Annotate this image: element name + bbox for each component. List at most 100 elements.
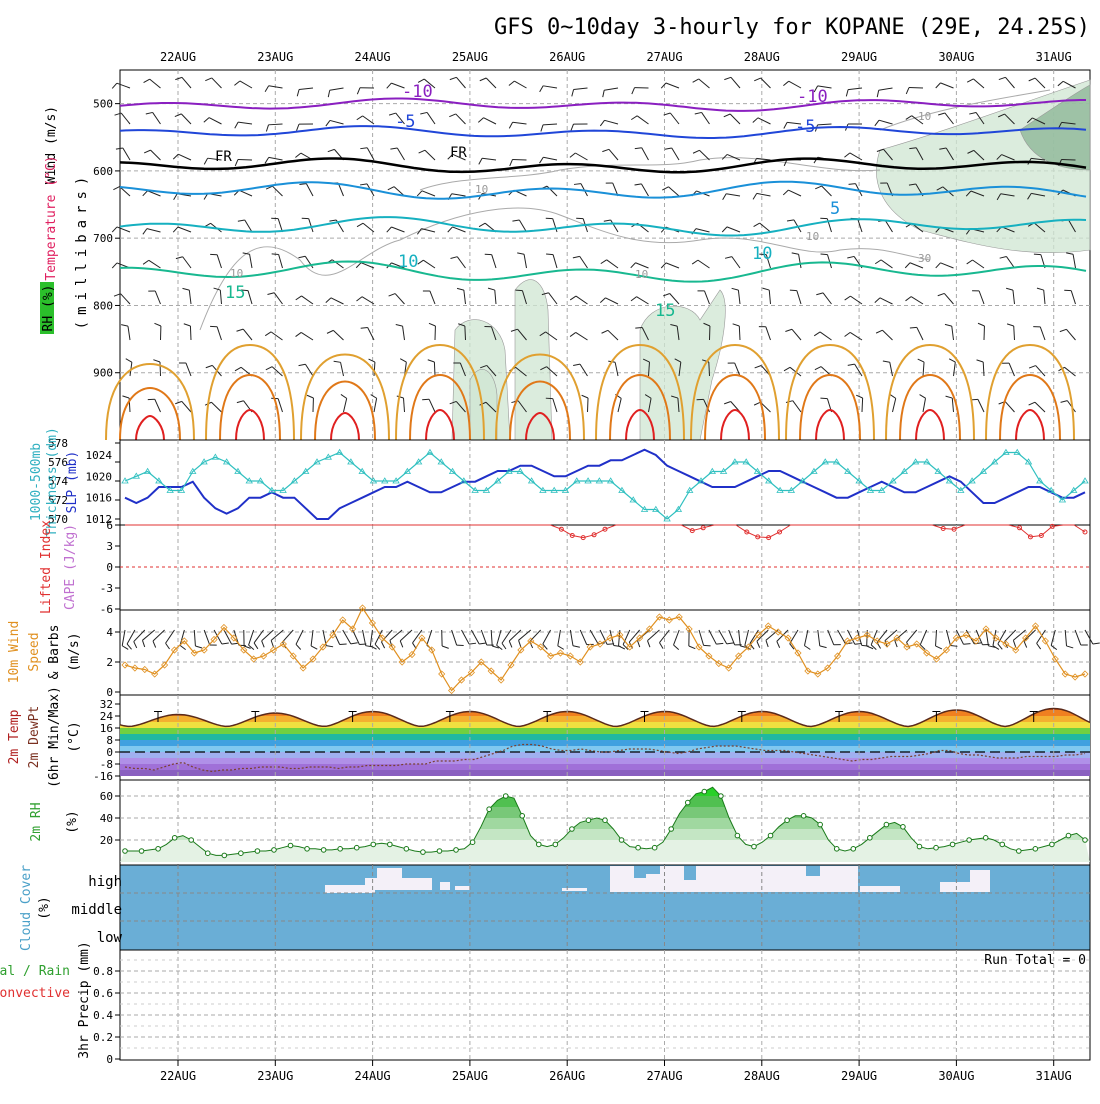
date-label-bottom: 24AUG <box>355 1069 391 1083</box>
label-slp: SLP (mb) <box>65 451 80 514</box>
rh-point <box>735 833 740 838</box>
rh-point <box>636 845 641 850</box>
temp-band <box>120 752 1090 758</box>
label-barbs: & Barbs <box>47 625 62 680</box>
upper-wind-barb-flag <box>113 187 119 190</box>
date-label-top: 30AUG <box>938 50 974 64</box>
rh-point <box>255 849 260 854</box>
label-10m-wind: 10m Wind <box>7 621 22 684</box>
rh-point <box>553 842 558 847</box>
upper-wind-barb-flag <box>910 327 917 328</box>
cloud-clear-block <box>696 866 806 892</box>
label-thickness-a: 1000-500mb <box>29 443 44 521</box>
label-p10-a: 10 <box>398 252 418 272</box>
label-millibars: (millibars) <box>74 171 90 330</box>
rh-point <box>1033 847 1038 852</box>
tick-label: 600 <box>93 165 113 178</box>
label-2m-dewpt: 2m DewPt <box>27 706 42 769</box>
rh-point <box>371 842 376 847</box>
label-fr-b: FR <box>450 145 467 161</box>
wind-tick-label: 4 <box>106 626 113 639</box>
cloud-clear-block <box>365 878 377 890</box>
label-rh10-a: 10 <box>475 183 488 196</box>
run-total: Run Total = 0 <box>984 953 1086 968</box>
label-temperature: Temperature (°C) <box>44 155 59 280</box>
label-low: low <box>97 930 123 946</box>
rh-tick-label: 60 <box>100 790 113 803</box>
rh-point <box>834 847 839 852</box>
upper-wind-barb-flag <box>820 398 827 399</box>
rh-tick-label: 20 <box>100 834 113 847</box>
label-rh: RH (%) <box>41 285 56 332</box>
upper-wind-barb-flag <box>546 254 553 255</box>
upper-wind-barb <box>434 362 435 376</box>
upper-wind-barb <box>513 159 527 160</box>
rh-point <box>139 849 144 854</box>
date-label-top: 22AUG <box>160 50 196 64</box>
label-rh10-d: 10 <box>918 110 931 123</box>
tick-label: 500 <box>93 98 113 111</box>
li-tick-label: 6 <box>106 519 113 532</box>
tick-label: 900 <box>93 367 113 380</box>
surface-wind-barb-flag <box>704 645 711 646</box>
rh-point <box>1066 833 1071 838</box>
li-ticks: 630-3-6 <box>100 519 120 616</box>
rh-point <box>388 842 393 847</box>
temp-band <box>120 734 1090 740</box>
date-label-bottom: 25AUG <box>452 1069 488 1083</box>
label-rh10-e: 10 <box>806 230 819 243</box>
date-label-bottom: 26AUG <box>549 1069 585 1083</box>
temp-tick-label: 8 <box>106 734 113 747</box>
label-middle: middle <box>71 902 122 918</box>
temp-tick-label: 0 <box>106 746 113 759</box>
rh-point <box>884 822 889 827</box>
label-minmax: (6hr Min/Max) <box>47 686 62 788</box>
label-cloud-unit: (%) <box>37 896 52 919</box>
rh-point <box>222 853 227 858</box>
label-rh30: 30 <box>918 252 931 265</box>
cloud-clear-block <box>377 868 402 890</box>
rh-point <box>586 818 591 823</box>
tick-label: 800 <box>93 299 113 312</box>
rh-point <box>1016 849 1021 854</box>
li-tick-label: -6 <box>100 603 113 616</box>
rh-point <box>205 851 210 856</box>
rh-point <box>123 849 128 854</box>
temp-tick-label: -8 <box>100 758 113 771</box>
date-label-bottom: 23AUG <box>257 1069 293 1083</box>
precip-frame <box>120 950 1090 1060</box>
rh-point <box>288 843 293 848</box>
label-lifted-index: Lifted Index <box>39 520 54 614</box>
upper-air-frame <box>120 70 1090 440</box>
label-rh-unit: (%) <box>65 810 80 833</box>
thickness-frame <box>120 440 1090 525</box>
temp-band <box>120 764 1090 770</box>
label-2m-rh: 2m RH <box>29 802 44 841</box>
rh-point <box>470 840 475 845</box>
upper-wind-barb <box>160 362 161 376</box>
rh-point <box>156 847 161 852</box>
label-m10-b: -10 <box>797 87 828 107</box>
cloud-clear-block <box>562 888 587 891</box>
label-convective: Convective <box>0 986 70 1001</box>
label-p5: 5 <box>830 199 840 219</box>
upper-wind-barb-flag <box>635 327 642 328</box>
rh-point <box>719 794 724 799</box>
label-2m-temp: 2m Temp <box>7 709 22 764</box>
rh-point <box>421 850 426 855</box>
date-label-top: 25AUG <box>452 50 488 64</box>
upper-wind-barb-flag <box>112 263 117 268</box>
cloud-clear-block <box>634 878 646 892</box>
cloud-clear-block <box>684 880 696 892</box>
rh-point <box>503 794 508 799</box>
cloud-clear-block <box>440 882 450 890</box>
li-tick-label: 0 <box>106 561 113 574</box>
upper-wind-barb-flag <box>515 290 522 291</box>
upper-wind-barb <box>588 398 589 412</box>
rh-point <box>917 844 922 849</box>
temp-band <box>120 770 1090 776</box>
